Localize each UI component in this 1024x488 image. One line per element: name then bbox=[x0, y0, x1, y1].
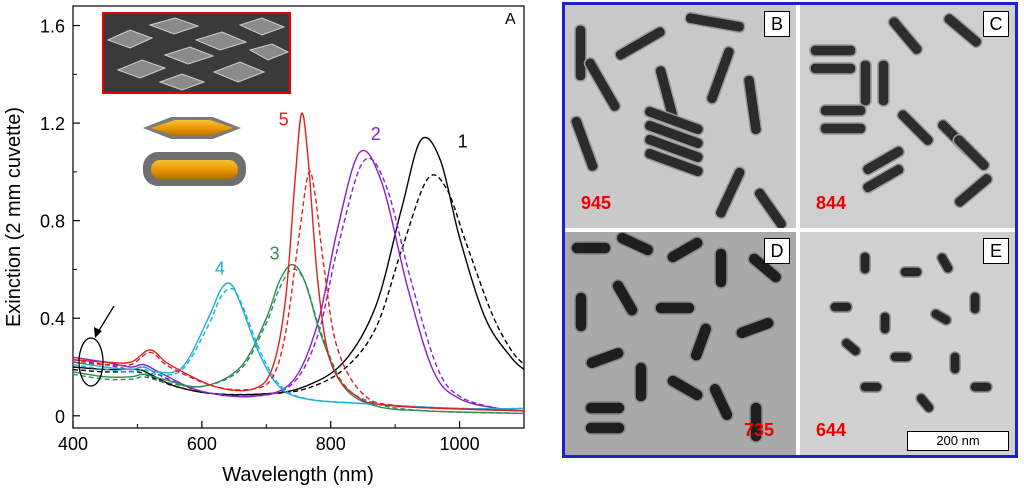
tem-tile-b: B 945 bbox=[565, 5, 796, 228]
axis-ticks: 400 600 800 1000 0 0.4 0.8 1.2 1.6 bbox=[40, 17, 525, 454]
annotation-ellipse-arrow bbox=[78, 305, 115, 387]
series-line-2-dashed bbox=[73, 157, 524, 412]
curve-label-3: 3 bbox=[270, 244, 280, 264]
curve-label-2: 2 bbox=[371, 124, 381, 144]
nanorod-micrograph bbox=[829, 251, 993, 414]
tem-tile-e: E 644 200 nm bbox=[800, 232, 1015, 455]
curve-label-4: 4 bbox=[215, 258, 225, 278]
y-tick-label: 0.8 bbox=[40, 212, 65, 232]
tem-label-e: E bbox=[983, 238, 1009, 264]
series-line-3-solid bbox=[73, 263, 524, 415]
scale-bar: 200 nm bbox=[907, 431, 1009, 451]
tem-tile-c: C 844 bbox=[800, 5, 1015, 228]
curve-label-1: 1 bbox=[458, 131, 468, 151]
tem-label-c: C bbox=[983, 11, 1009, 37]
series-line-5-dashed bbox=[73, 170, 524, 412]
x-tick-label: 400 bbox=[58, 434, 88, 454]
extinction-chart: 400 600 800 1000 0 0.4 0.8 1.2 1.6 1 2 3 4 5 A Wavel… bbox=[3, 5, 525, 486]
tem-value-e: 644 bbox=[816, 420, 847, 440]
tem-value-d: 735 bbox=[743, 420, 774, 440]
curve-labels: 1 2 3 4 5 bbox=[215, 110, 468, 279]
tem-label-d: D bbox=[764, 238, 790, 264]
tem-tile-d: D 735 bbox=[565, 232, 796, 455]
x-tick-label: 800 bbox=[316, 434, 346, 454]
y-tick-label: 0.4 bbox=[40, 309, 65, 329]
tem-label-b: B bbox=[764, 11, 790, 37]
y-axis-label: Exinction (2 mm cuvette) bbox=[3, 107, 25, 327]
bipyramid-illustration bbox=[143, 117, 241, 139]
nanorod-illustration bbox=[143, 152, 246, 186]
x-axis-label: Wavelength (nm) bbox=[222, 464, 374, 486]
series-line-2-solid bbox=[73, 149, 524, 412]
tem-value-b: 945 bbox=[581, 193, 612, 213]
x-tick-label: 1000 bbox=[440, 434, 480, 454]
tem-value-c: 844 bbox=[816, 193, 847, 213]
x-tick-label: 600 bbox=[187, 434, 217, 454]
nanorod-micrograph bbox=[809, 12, 994, 209]
tem-image-panel: B 945 C 844 bbox=[562, 2, 1018, 458]
nanorod-micrograph bbox=[570, 11, 788, 228]
nanorod-micrograph bbox=[570, 232, 783, 443]
sem-inset-image bbox=[102, 12, 291, 94]
series-line-4-dashed bbox=[73, 287, 524, 410]
y-tick-label: 0 bbox=[55, 407, 65, 427]
series-line-3-dashed bbox=[73, 268, 524, 415]
curve-label-5: 5 bbox=[279, 110, 289, 130]
y-tick-label: 1.6 bbox=[40, 17, 65, 37]
series-layer bbox=[73, 112, 524, 415]
panel-label-a: A bbox=[505, 11, 516, 28]
series-line-1-solid bbox=[73, 136, 524, 396]
series-line-5-solid bbox=[73, 112, 524, 412]
y-tick-label: 1.2 bbox=[40, 114, 65, 134]
